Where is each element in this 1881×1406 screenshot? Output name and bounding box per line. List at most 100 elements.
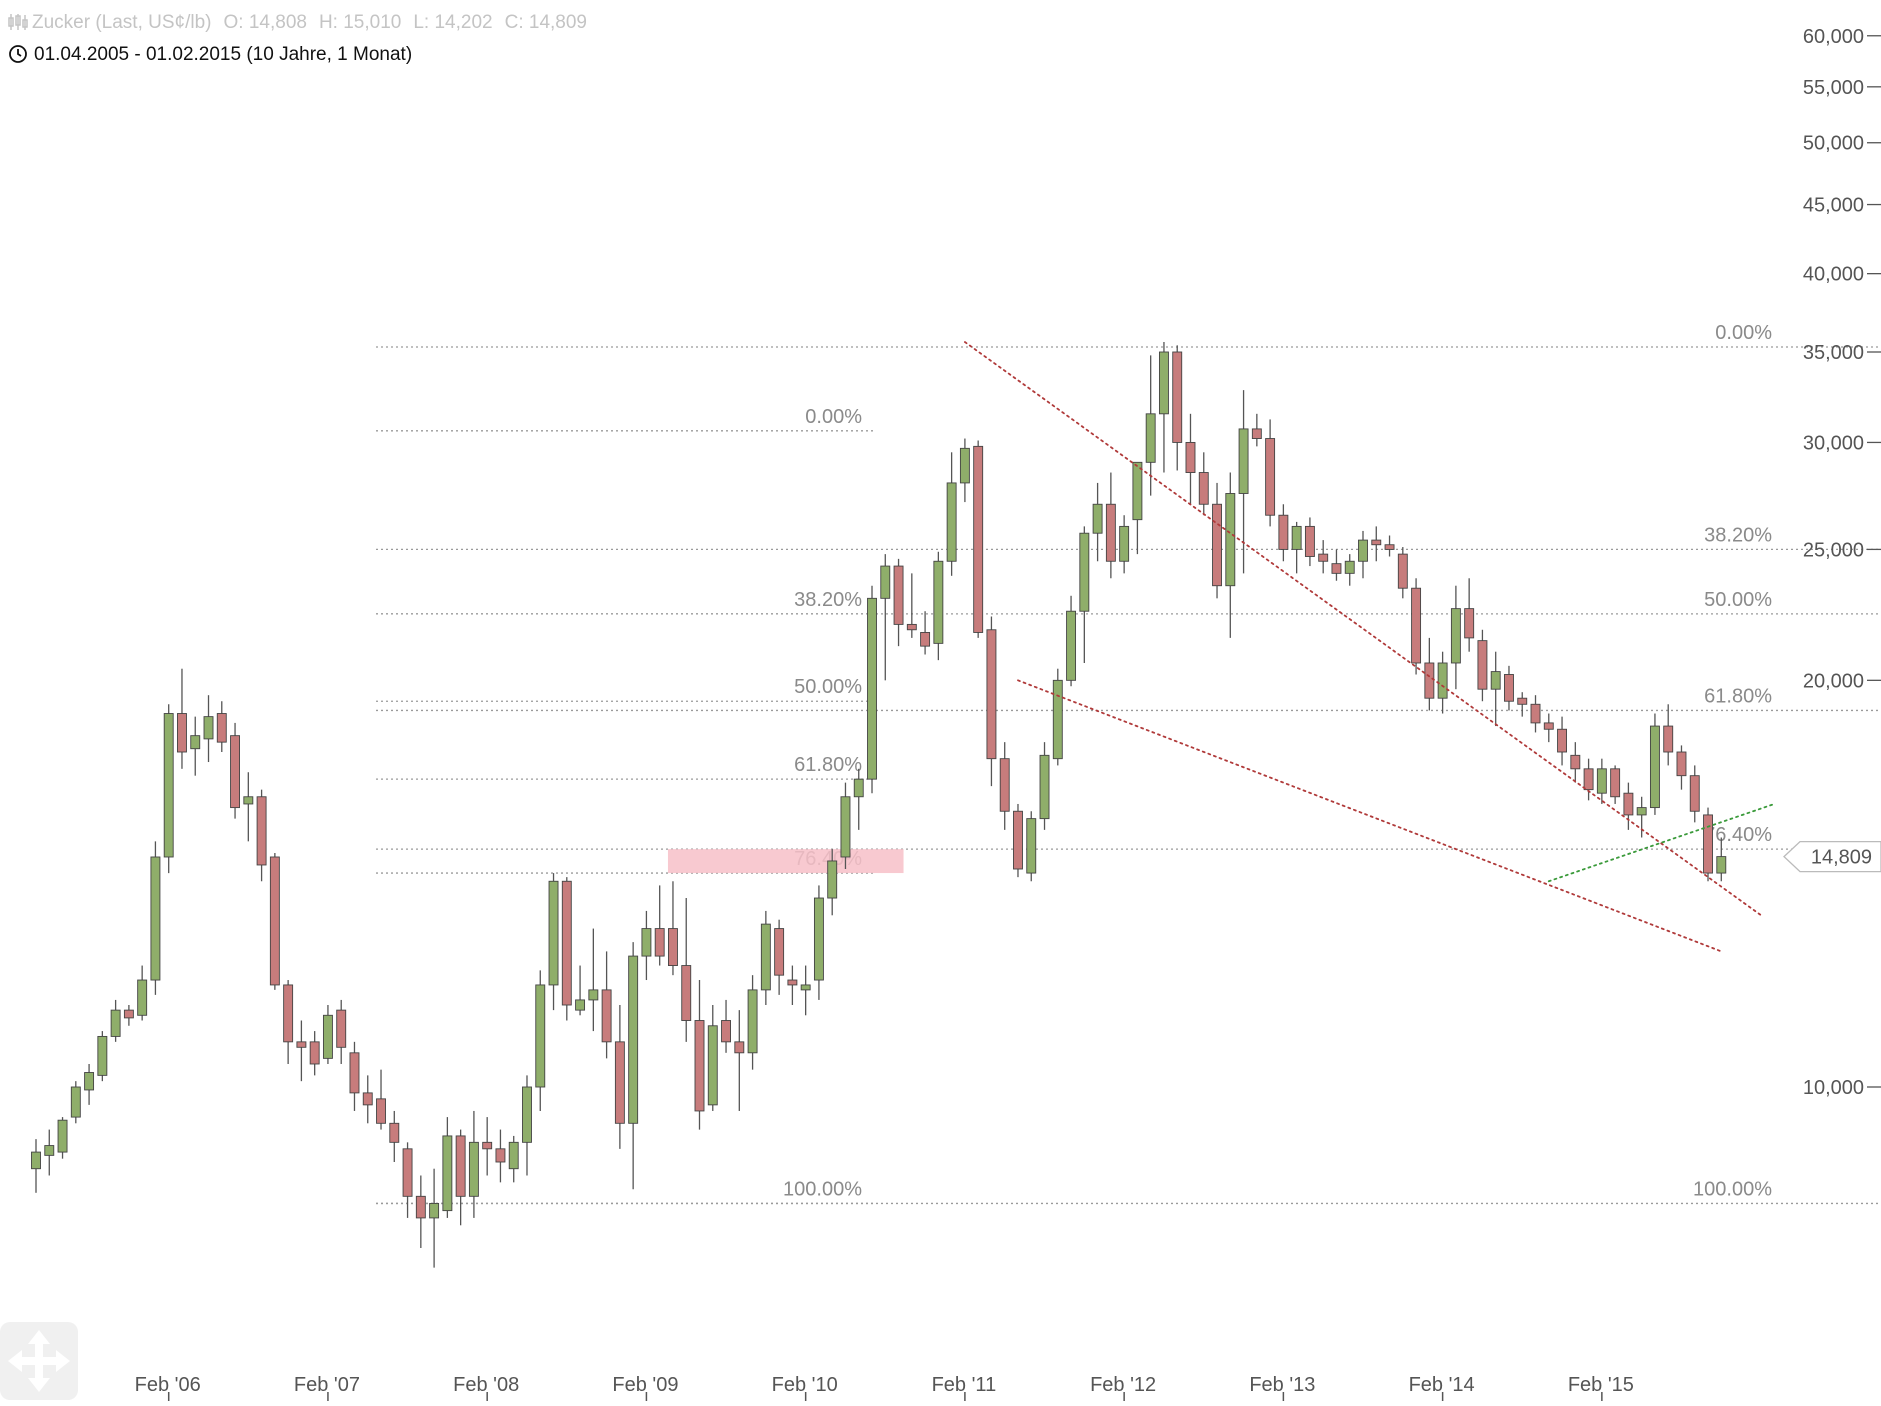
candle-body-2010-03 <box>813 897 824 981</box>
candle-body-2012-03 <box>1132 461 1143 521</box>
candle-2010-10 <box>906 573 917 638</box>
pan-handle[interactable] <box>0 1322 78 1400</box>
fib-label-2009-2010-2: 50.00% <box>794 676 862 698</box>
candle-body-2008-09 <box>575 999 586 1011</box>
candle-2008-02 <box>482 1117 493 1176</box>
candle-2012-05 <box>1158 342 1169 473</box>
candle-2013-07 <box>1344 554 1355 586</box>
x-tick-label-9: Feb '15 <box>1568 1374 1634 1396</box>
candle-2015-01 <box>1583 758 1594 801</box>
candle-2015-11 <box>1716 837 1727 882</box>
candle-2015-05 <box>1636 796 1647 838</box>
candle-2005-10 <box>110 999 121 1042</box>
candle-body-2011-03 <box>973 445 984 633</box>
candle-2009-08 <box>721 999 731 1053</box>
candle-body-2015-05 <box>1636 807 1647 816</box>
candle-body-2012-02 <box>1119 525 1130 562</box>
candle-body-2014-03 <box>1450 608 1461 664</box>
candle-body-2012-10 <box>1225 493 1236 587</box>
candle-body-2015-11 <box>1716 856 1727 874</box>
candle-body-2006-04 <box>190 735 201 750</box>
candle-body-2010-05 <box>840 796 851 858</box>
candle-2015-10 <box>1703 807 1713 882</box>
candle-2013-12 <box>1411 578 1422 675</box>
candle-body-2005-12 <box>137 979 148 1016</box>
candle-body-2009-07 <box>707 1025 718 1106</box>
candle-body-2007-12 <box>455 1135 466 1197</box>
candle-body-2010-11 <box>920 632 931 647</box>
candle-body-2009-02 <box>641 928 652 957</box>
downtrend-support <box>1017 679 1723 953</box>
candle-2005-06 <box>57 1117 68 1159</box>
fib-label-long-term-2: 50.00% <box>1704 589 1772 611</box>
candle-body-2009-04 <box>668 928 678 966</box>
candle-2006-05 <box>203 695 214 763</box>
candle-body-2011-01 <box>946 482 957 562</box>
fib-label-2009-2010-5: 100.00% <box>783 1178 862 1200</box>
candle-2014-12 <box>1570 742 1581 783</box>
candle-body-2012-07 <box>1185 441 1196 473</box>
candle-body-2007-04 <box>349 1052 360 1094</box>
candle-body-2009-11 <box>760 923 771 991</box>
candle-2009-10 <box>747 975 758 1070</box>
clock-icon <box>9 45 27 63</box>
candle-body-2015-02 <box>1596 768 1607 794</box>
candle-2009-11 <box>760 910 771 1006</box>
candle-2007-04 <box>349 1041 360 1111</box>
candle-2013-06 <box>1331 549 1342 581</box>
candle-2013-02 <box>1278 504 1289 562</box>
candle-2007-09 <box>415 1175 426 1249</box>
trend-lines <box>964 341 1776 953</box>
candle-body-2007-03 <box>336 1009 347 1048</box>
candle-2014-11 <box>1557 716 1568 766</box>
candle-body-2014-10 <box>1543 722 1554 730</box>
candle-body-2008-01 <box>468 1141 479 1197</box>
candle-2005-04 <box>31 1139 41 1193</box>
candle-2005-07 <box>70 1081 81 1124</box>
candle-2005-09 <box>97 1031 108 1082</box>
candle-body-2005-04 <box>31 1151 41 1170</box>
candle-2009-03 <box>654 885 665 966</box>
candle-2009-05 <box>681 898 692 1042</box>
candle-body-2010-10 <box>906 623 917 631</box>
candle-body-2009-10 <box>747 989 758 1054</box>
candle-2015-04 <box>1623 782 1634 830</box>
fib-label-2009-2010-0: 0.00% <box>805 406 862 428</box>
support-zone <box>667 849 904 874</box>
candle-2015-08 <box>1676 745 1687 790</box>
candle-2012-08 <box>1198 452 1209 516</box>
candle-2007-02 <box>322 1005 333 1064</box>
candle-body-2005-09 <box>97 1035 108 1076</box>
candle-body-2007-01 <box>309 1041 320 1065</box>
fib-label-long-term-0: 0.00% <box>1715 322 1772 344</box>
x-tick-label-8: Feb '14 <box>1409 1374 1475 1396</box>
candle-body-2008-11 <box>601 989 612 1043</box>
candle-body-2009-03 <box>654 928 665 957</box>
candle-body-2015-08 <box>1676 751 1687 777</box>
candle-2006-11 <box>283 980 294 1064</box>
fib-label-2009-2010-1: 38.20% <box>794 589 862 611</box>
candle-2010-01 <box>787 965 798 1006</box>
candle-body-2011-09 <box>1052 679 1063 760</box>
y-tick-label-7: 50,000 <box>1803 133 1864 155</box>
y-tick-label-1: 20,000 <box>1803 670 1864 692</box>
candle-body-2008-08 <box>561 880 572 1006</box>
candle-2014-06 <box>1490 651 1501 727</box>
candle-body-2011-10 <box>1066 610 1077 681</box>
candle-2007-11 <box>442 1117 453 1218</box>
candle-2008-04 <box>508 1135 519 1183</box>
candle-2009-12 <box>774 919 785 995</box>
candle-2010-04 <box>827 849 838 916</box>
candle-body-2006-12 <box>296 1041 307 1048</box>
candle-body-2006-07 <box>230 735 241 809</box>
candle-2006-01 <box>150 841 161 995</box>
candle-body-2010-12 <box>933 560 944 644</box>
candle-body-2013-09 <box>1371 539 1382 546</box>
candle-2014-07 <box>1504 665 1514 711</box>
candle-body-2014-04 <box>1464 608 1475 639</box>
candle-2013-04 <box>1304 517 1315 567</box>
candle-body-2013-01 <box>1265 438 1276 516</box>
candle-body-2012-08 <box>1198 472 1209 505</box>
candle-body-2011-07 <box>1026 818 1037 874</box>
